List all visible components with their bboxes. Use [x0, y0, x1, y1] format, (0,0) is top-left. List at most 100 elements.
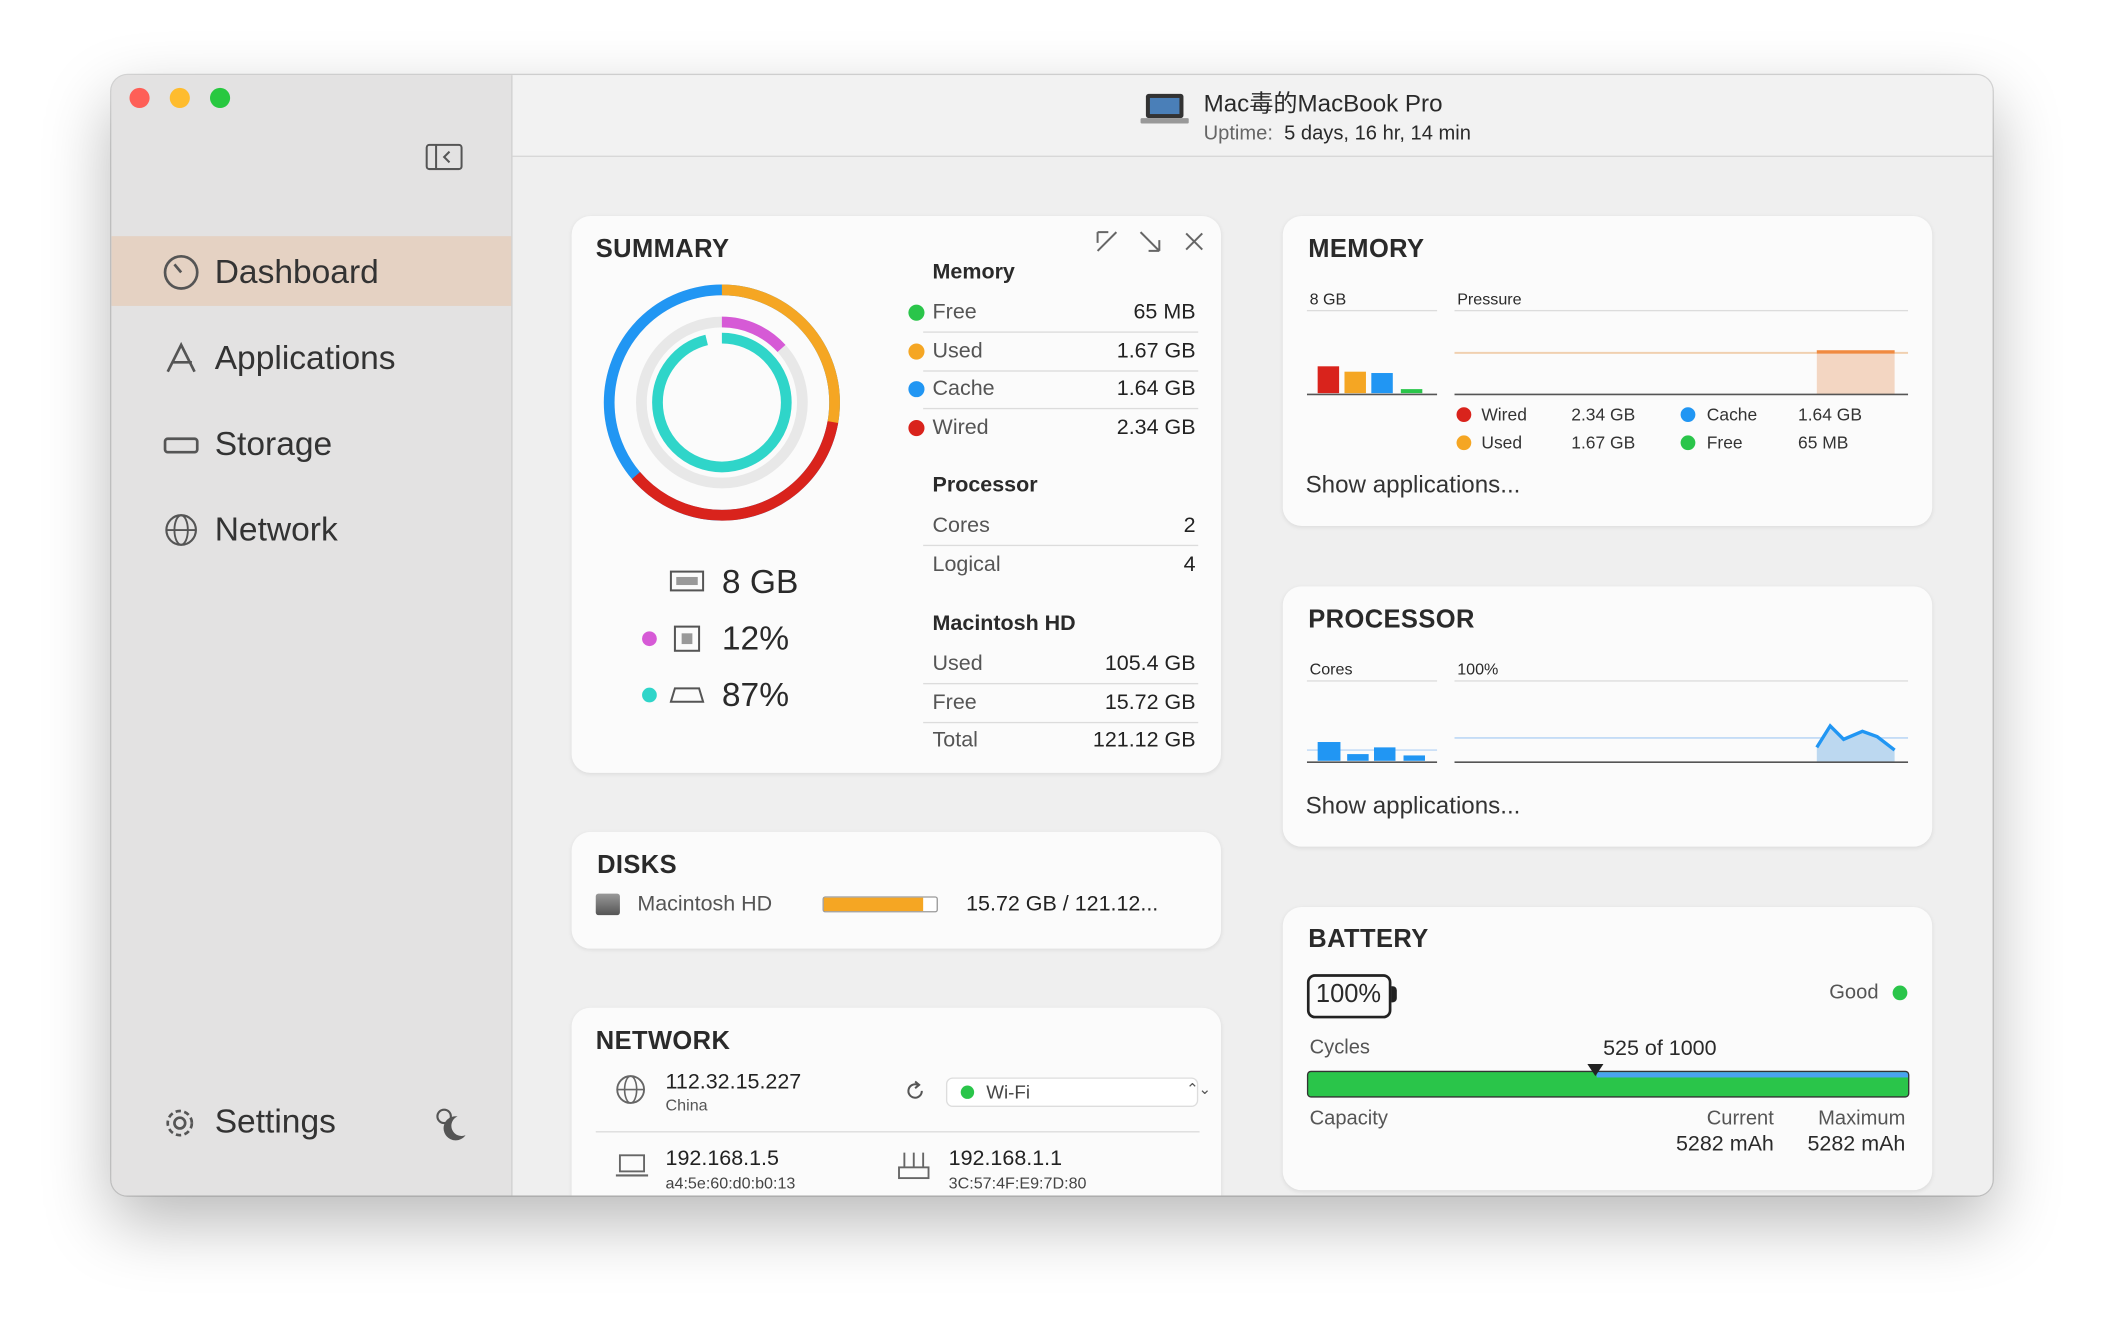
- section-heading: Macintosh HD: [932, 612, 1076, 636]
- theme-toggle[interactable]: [428, 1100, 471, 1143]
- processor-card: PROCESSOR Cores 100% Show applications..…: [1282, 586, 1933, 847]
- card-title: BATTERY: [1308, 925, 1429, 954]
- dot: [1456, 435, 1472, 451]
- legend-value: 65 MB: [1798, 432, 1849, 453]
- battery-card: BATTERY 100% Good Cycles 525 of 1000 Cap…: [1282, 907, 1933, 1191]
- show-applications[interactable]: Show applications...: [1305, 471, 1521, 499]
- row-value: 4: [1183, 552, 1196, 576]
- separator: [1306, 680, 1438, 682]
- cycles: 525 of 1000: [1603, 1037, 1717, 1061]
- icon: [166, 1109, 194, 1137]
- legend-label: Free: [1706, 432, 1743, 453]
- icon: [163, 437, 199, 454]
- separator: [1306, 309, 1438, 312]
- nav-item[interactable]: Network: [214, 511, 338, 549]
- usage-rings: [603, 284, 840, 521]
- section-heading: Memory: [932, 260, 1015, 284]
- interface: Wi-Fi: [986, 1080, 1031, 1103]
- public-ip: 112.32.15.227: [665, 1071, 802, 1095]
- summary-card: SUMMARY 8 GB 12% 87% Memory Free 65 MB Used…: [571, 216, 1222, 773]
- legend-label: Cache: [1706, 404, 1758, 425]
- refresh-button[interactable]: [903, 1079, 927, 1103]
- stat: 87%: [721, 676, 790, 714]
- nav-highlight: [111, 236, 512, 306]
- router-ip: 192.168.1.1: [948, 1147, 1063, 1171]
- dot: [960, 1085, 975, 1099]
- maximum-label: Maximum: [1818, 1106, 1906, 1130]
- row-value: 2: [1183, 514, 1196, 538]
- row-value: 105.4 GB: [1104, 652, 1196, 676]
- separator: [923, 407, 1199, 410]
- capacity-label: Capacity: [1309, 1106, 1388, 1130]
- window: Dashboard Applications Storage Network S…: [111, 75, 1993, 1196]
- dot: [1680, 435, 1696, 451]
- nav-item[interactable]: Dashboard: [214, 253, 379, 292]
- row-value: 1.67 GB: [1116, 339, 1196, 363]
- row-label: Cores: [932, 514, 990, 538]
- dot: [1680, 407, 1696, 422]
- pressure-label: Pressure: [1457, 289, 1522, 309]
- settings[interactable]: Settings: [214, 1102, 336, 1141]
- laptop-icon: [1140, 93, 1189, 124]
- separator: [923, 544, 1199, 547]
- dot: [908, 304, 925, 321]
- legend-value: 1.64 GB: [1798, 404, 1863, 425]
- dot: [908, 419, 925, 436]
- toolbar: Mac毒的MacBook Pro Uptime: 5 days, 16 hr, …: [512, 75, 1993, 157]
- card-title: SUMMARY: [595, 235, 730, 264]
- legend-label: Wired: [1481, 404, 1527, 425]
- separator: [595, 1131, 1200, 1133]
- current-label: Current: [1706, 1106, 1774, 1130]
- disk-usage: 15.72 GB / 121.12...: [966, 892, 1159, 916]
- card-title: PROCESSOR: [1308, 605, 1475, 635]
- sidebar-toggle[interactable]: [425, 143, 463, 171]
- separator: [1454, 309, 1909, 312]
- battery-level: 100%: [1315, 980, 1382, 1009]
- icon: [166, 341, 196, 373]
- row-label: Used: [932, 652, 983, 676]
- card-controls[interactable]: [1092, 227, 1213, 257]
- row-label: Logical: [932, 552, 1001, 576]
- show-applications[interactable]: Show applications...: [1305, 791, 1521, 819]
- nav-item[interactable]: Applications: [214, 339, 396, 378]
- row-value: 1.64 GB: [1116, 377, 1196, 401]
- select-arrows: ⌃⌄: [1186, 1082, 1211, 1099]
- local-mac: a4:5e:60:d0:b0:13: [665, 1173, 796, 1193]
- country: China: [665, 1095, 708, 1115]
- battery-tip: [1391, 986, 1397, 1003]
- sidebar: Dashboard Applications Storage Network S…: [111, 75, 513, 1196]
- cpu-icon: [673, 625, 701, 652]
- disk-name: Macintosh HD: [637, 892, 773, 916]
- disk-bar: [822, 896, 938, 913]
- card-title: NETWORK: [595, 1027, 731, 1056]
- interface-select[interactable]: [945, 1077, 1199, 1107]
- cycle-bar: [1306, 1070, 1910, 1098]
- row-value: 2.34 GB: [1116, 415, 1196, 439]
- uptime: 5 days, 16 hr, 14 min: [1284, 122, 1471, 145]
- dot: [1456, 407, 1472, 422]
- row-label: Free: [932, 301, 977, 324]
- row-value: 65 MB: [1133, 301, 1196, 324]
- max-label: 100%: [1457, 659, 1499, 679]
- row-label: Used: [932, 339, 983, 363]
- dot: [908, 342, 925, 359]
- cores-label: Cores: [1309, 659, 1353, 679]
- close-button[interactable]: [129, 87, 150, 109]
- zoom-button[interactable]: [209, 87, 231, 109]
- section-heading: Processor: [932, 474, 1038, 498]
- router-icon: [898, 1152, 930, 1180]
- icon: [165, 514, 197, 546]
- device-name: Mac毒的MacBook Pro: [1203, 90, 1443, 118]
- cycles-label: Cycles: [1309, 1035, 1370, 1059]
- disks-card: DISKS Macintosh HD 15.72 GB / 121.12...: [571, 831, 1222, 949]
- stat: 8 GB: [721, 563, 799, 602]
- separator: [923, 331, 1199, 333]
- cycle-marker: [1587, 1064, 1604, 1077]
- dot: [642, 687, 657, 703]
- row-label: Total: [932, 729, 978, 752]
- nav-item[interactable]: Storage: [214, 425, 333, 463]
- legend-value: 2.34 GB: [1571, 404, 1636, 425]
- local-ip: 192.168.1.5: [665, 1147, 779, 1171]
- minimize-button[interactable]: [169, 87, 190, 109]
